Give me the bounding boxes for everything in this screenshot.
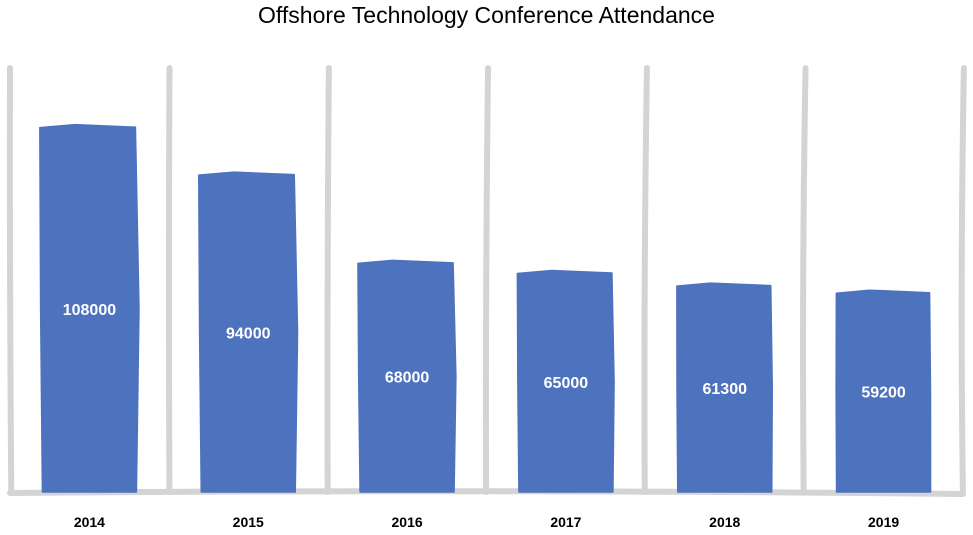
gridline-vertical	[6, 65, 15, 495]
data-labels-layer: 108000 94000 68000 65000 61300 59200	[63, 302, 906, 402]
chart-title: Offshore Technology Conference Attendanc…	[258, 2, 715, 28]
bar-2014	[39, 123, 140, 493]
bars-layer	[39, 123, 932, 493]
gridline-vertical	[958, 65, 967, 495]
data-label-2014: 108000	[63, 302, 116, 319]
bar-2018	[676, 282, 774, 493]
x-tick-label-2017: 2017	[550, 514, 581, 530]
x-tick-label-2014: 2014	[74, 514, 105, 530]
gridline-vertical	[165, 65, 173, 495]
data-label-2017: 65000	[544, 375, 589, 392]
x-tick-label-2019: 2019	[868, 514, 899, 530]
data-label-2019: 59200	[861, 385, 906, 402]
gridline-vertical	[800, 65, 809, 495]
bar-2019	[835, 289, 932, 493]
x-tick-label-2015: 2015	[233, 514, 264, 530]
x-tick-label-2016: 2016	[392, 514, 423, 530]
bar-2016	[357, 259, 457, 493]
data-label-2016: 68000	[385, 370, 430, 387]
data-label-2018: 61300	[703, 381, 748, 398]
bar-2015	[198, 171, 299, 493]
data-label-2015: 94000	[226, 326, 271, 343]
x-axis-ticks: 2014 2015 2016 2017 2018 2019	[74, 514, 900, 530]
x-axis-line	[7, 488, 966, 497]
grid-layer	[6, 65, 967, 497]
gridline-vertical	[482, 65, 492, 495]
gridline-vertical	[324, 65, 332, 495]
gridline-vertical	[641, 65, 650, 495]
bar-2017	[516, 269, 615, 493]
x-tick-label-2018: 2018	[709, 514, 740, 530]
